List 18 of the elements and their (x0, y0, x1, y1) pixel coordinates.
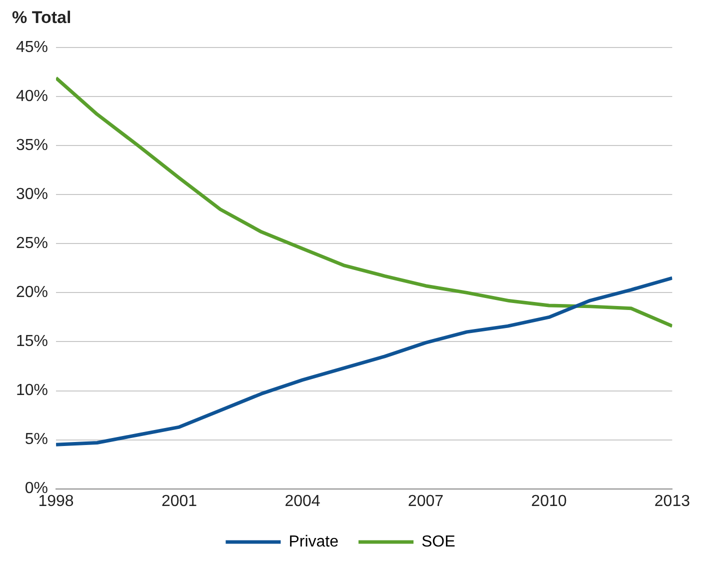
y-axis-title: % Total (11, 8, 72, 29)
y-tick-label: 5% (24, 431, 48, 448)
y-tick-label: 45% (16, 39, 48, 56)
x-tick-label: 2001 (161, 492, 198, 510)
y-tick-label: 10% (16, 382, 48, 400)
x-tick-label: 2013 (654, 492, 690, 510)
x-tick-label: 2004 (284, 492, 320, 510)
x-tick-label: 2010 (531, 492, 567, 510)
x-tick-label: 1998 (38, 492, 74, 510)
x-tick-label: 2007 (408, 492, 444, 510)
y-tick-label: 35% (16, 137, 48, 154)
y-tick-label: 15% (16, 333, 48, 350)
y-tick-label: 25% (16, 235, 48, 252)
y-tick-label: 40% (16, 88, 48, 106)
legend-label: Private (288, 533, 339, 550)
legend-label: SOE (422, 533, 456, 550)
y-tick-label: 20% (16, 284, 48, 302)
y-tick-label: 30% (16, 186, 48, 204)
